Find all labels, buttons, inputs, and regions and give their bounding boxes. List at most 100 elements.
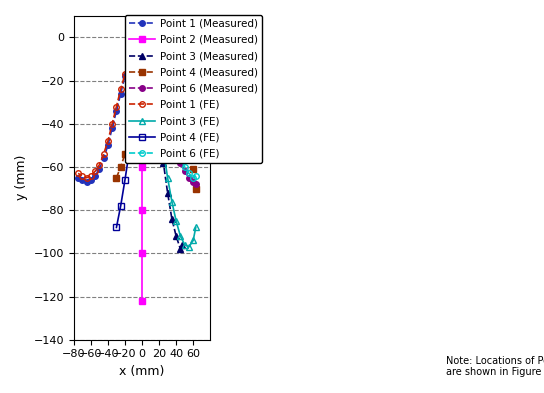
Point 3 (FE) bbox=[177, 234, 184, 239]
Point 1 (Measured) bbox=[101, 156, 107, 161]
Point 1 (Measured) bbox=[92, 173, 98, 178]
Point 1 (FE) bbox=[79, 173, 85, 178]
Point 1 (FE) bbox=[96, 162, 103, 167]
Point 6 (Measured) bbox=[177, 160, 184, 165]
Point 4 (Measured) bbox=[160, 26, 166, 31]
Point 1 (Measured) bbox=[118, 91, 124, 96]
Point 3 (Measured) bbox=[177, 247, 184, 252]
Point 6 (FE) bbox=[164, 113, 171, 118]
Point 4 (Measured) bbox=[181, 104, 188, 109]
Point 4 (Measured) bbox=[186, 134, 192, 139]
Point 1 (FE) bbox=[88, 173, 94, 178]
Point 4 (Measured) bbox=[173, 59, 180, 64]
Point 4 (Measured) bbox=[147, 48, 154, 53]
Legend: Point 1 (Measured), Point 2 (Measured), Point 3 (Measured), Point 4 (Measured), : Point 1 (Measured), Point 2 (Measured), … bbox=[125, 15, 262, 163]
Point 3 (Measured) bbox=[139, 35, 145, 40]
Point 4 (Measured) bbox=[118, 165, 124, 169]
Point 6 (FE) bbox=[177, 156, 184, 161]
Point 4 (FE) bbox=[113, 225, 120, 230]
Line: Point 2 (Measured): Point 2 (Measured) bbox=[139, 34, 145, 304]
Point 6 (FE) bbox=[147, 50, 154, 55]
Point 4 (Measured) bbox=[190, 167, 196, 171]
Point 3 (FE) bbox=[186, 244, 192, 249]
Point 4 (FE) bbox=[139, 57, 145, 61]
Point 3 (Measured) bbox=[179, 242, 186, 247]
Point 6 (FE) bbox=[152, 63, 158, 68]
Point 6 (FE) bbox=[173, 145, 180, 150]
Point 3 (FE) bbox=[156, 119, 162, 124]
Point 4 (Measured) bbox=[169, 42, 175, 46]
Point 1 (Measured) bbox=[79, 178, 85, 182]
Point 1 (Measured) bbox=[130, 50, 137, 55]
Point 1 (FE) bbox=[126, 59, 133, 64]
X-axis label: x (mm): x (mm) bbox=[119, 365, 165, 378]
Point 1 (Measured) bbox=[88, 178, 94, 182]
Point 4 (FE) bbox=[134, 87, 141, 92]
Point 4 (FE) bbox=[126, 149, 133, 154]
Point 6 (FE) bbox=[156, 78, 162, 83]
Point 2 (Measured) bbox=[139, 208, 145, 213]
Point 1 (Measured) bbox=[134, 42, 141, 46]
Point 4 (FE) bbox=[160, 78, 166, 83]
Point 1 (FE) bbox=[83, 175, 90, 180]
Point 6 (Measured) bbox=[164, 117, 171, 122]
Point 1 (FE) bbox=[75, 171, 81, 176]
Point 3 (FE) bbox=[169, 199, 175, 204]
Point 1 (FE) bbox=[113, 104, 120, 109]
Point 3 (Measured) bbox=[143, 52, 150, 57]
Point 3 (Measured) bbox=[164, 191, 171, 195]
Point 1 (Measured) bbox=[83, 180, 90, 184]
Point 3 (FE) bbox=[164, 175, 171, 180]
Line: Point 3 (Measured): Point 3 (Measured) bbox=[139, 34, 186, 253]
Point 3 (FE) bbox=[181, 242, 188, 247]
Point 6 (Measured) bbox=[190, 180, 196, 184]
Point 6 (Measured) bbox=[152, 68, 158, 72]
Point 4 (Measured) bbox=[122, 152, 128, 156]
Point 3 (FE) bbox=[152, 94, 158, 98]
Point 4 (FE) bbox=[122, 178, 128, 182]
Point 4 (FE) bbox=[143, 42, 150, 46]
Point 1 (FE) bbox=[104, 139, 111, 143]
Point 1 (FE) bbox=[130, 48, 137, 53]
Point 6 (FE) bbox=[139, 35, 145, 40]
Point 6 (FE) bbox=[181, 165, 188, 169]
Point 3 (Measured) bbox=[160, 160, 166, 165]
Point 6 (FE) bbox=[160, 95, 166, 100]
Line: Point 4 (Measured): Point 4 (Measured) bbox=[113, 25, 199, 192]
Point 3 (Measured) bbox=[147, 74, 154, 79]
Point 6 (Measured) bbox=[181, 169, 188, 174]
Point 4 (Measured) bbox=[130, 117, 137, 122]
Point 4 (Measured) bbox=[177, 81, 184, 85]
Point 6 (Measured) bbox=[193, 182, 199, 187]
Point 6 (Measured) bbox=[169, 134, 175, 139]
Point 4 (FE) bbox=[118, 204, 124, 208]
Point 4 (Measured) bbox=[193, 186, 199, 191]
Point 6 (Measured) bbox=[186, 175, 192, 180]
Point 6 (Measured) bbox=[156, 83, 162, 87]
Point 3 (FE) bbox=[193, 225, 199, 230]
Point 1 (FE) bbox=[118, 87, 124, 92]
Point 1 (Measured) bbox=[126, 61, 133, 66]
Point 4 (Measured) bbox=[143, 61, 150, 66]
Point 2 (Measured) bbox=[139, 78, 145, 83]
Line: Point 1 (FE): Point 1 (FE) bbox=[75, 35, 145, 180]
Point 6 (Measured) bbox=[147, 52, 154, 57]
Point 4 (Measured) bbox=[152, 37, 158, 42]
Point 6 (FE) bbox=[186, 171, 192, 176]
Point 3 (FE) bbox=[190, 238, 196, 243]
Point 1 (Measured) bbox=[139, 35, 145, 40]
Line: Point 4 (FE): Point 4 (FE) bbox=[114, 37, 166, 230]
Point 6 (Measured) bbox=[139, 35, 145, 40]
Point 2 (Measured) bbox=[139, 35, 145, 40]
Point 4 (Measured) bbox=[156, 29, 162, 33]
Point 1 (Measured) bbox=[109, 126, 115, 130]
Point 1 (Measured) bbox=[75, 175, 81, 180]
Point 1 (FE) bbox=[109, 121, 115, 126]
Point 6 (FE) bbox=[190, 175, 196, 180]
Point 4 (FE) bbox=[156, 59, 162, 64]
Line: Point 6 (FE): Point 6 (FE) bbox=[139, 35, 199, 180]
Point 6 (Measured) bbox=[173, 149, 180, 154]
Point 2 (Measured) bbox=[139, 165, 145, 169]
Point 2 (Measured) bbox=[139, 299, 145, 303]
Point 3 (Measured) bbox=[152, 100, 158, 105]
